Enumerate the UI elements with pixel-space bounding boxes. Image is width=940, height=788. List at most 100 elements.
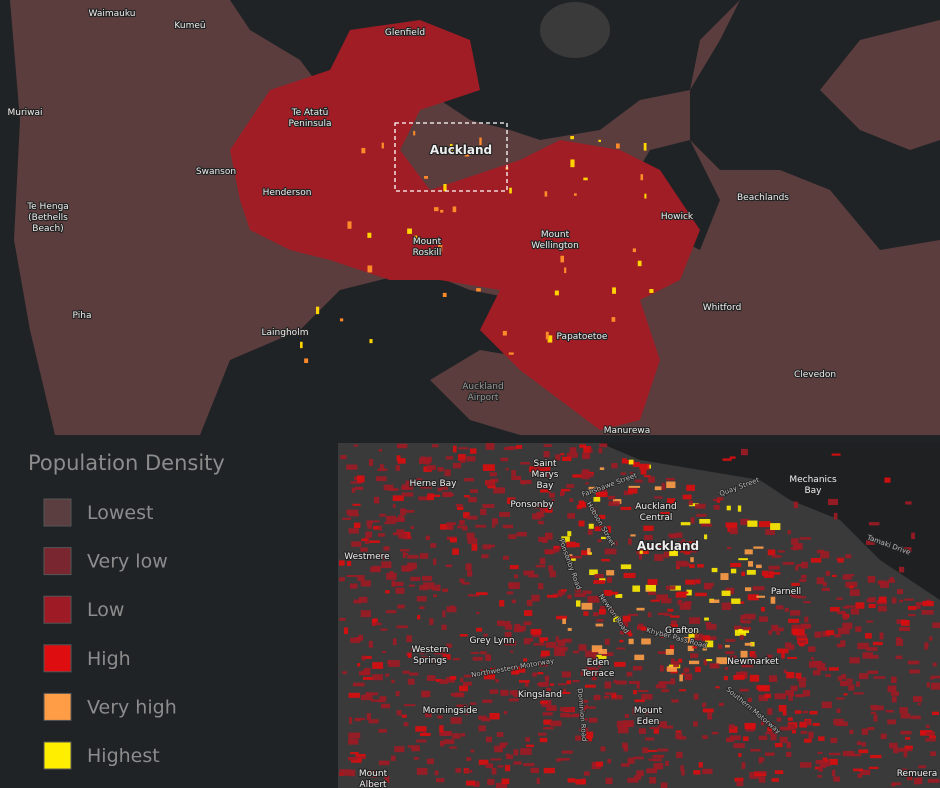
density-block <box>840 610 846 614</box>
density-block <box>357 575 365 582</box>
density-block <box>455 768 462 773</box>
density-block <box>747 594 759 601</box>
density-block <box>508 698 519 702</box>
density-block <box>551 498 555 502</box>
hotspot <box>407 228 412 234</box>
hotspot <box>424 176 428 179</box>
density-block <box>606 570 615 576</box>
density-block <box>416 739 427 743</box>
density-block <box>693 770 701 775</box>
hotspot <box>544 191 548 197</box>
density-block <box>604 692 615 696</box>
label-line: Grafton <box>665 626 699 636</box>
density-block <box>661 689 670 693</box>
density-block <box>500 689 509 696</box>
density-block <box>891 782 896 787</box>
density-block <box>608 501 620 506</box>
hotspot <box>509 187 512 194</box>
density-block <box>349 583 358 589</box>
density-block <box>509 565 519 570</box>
density-block <box>365 531 373 538</box>
density-block <box>828 667 839 671</box>
density-block <box>599 443 608 448</box>
density-block <box>668 533 680 537</box>
density-block <box>713 505 720 510</box>
place-label: Piha <box>73 311 92 321</box>
density-block <box>679 604 691 610</box>
density-block <box>462 681 472 686</box>
hotspot <box>414 235 418 243</box>
density-block <box>446 643 452 648</box>
density-block <box>543 767 555 774</box>
density-block <box>587 529 593 535</box>
label-line: Beach) <box>32 224 63 234</box>
label-line: Airport <box>468 393 499 403</box>
density-block <box>833 718 844 726</box>
density-block <box>467 594 480 597</box>
density-block <box>761 718 765 726</box>
hotspot <box>632 248 636 253</box>
density-block <box>459 578 465 583</box>
density-block <box>603 525 611 533</box>
label-line: Clevedon <box>794 370 836 380</box>
label-line: Whitford <box>703 303 742 313</box>
density-block <box>900 713 911 719</box>
density-block <box>822 757 828 763</box>
density-block <box>539 701 548 704</box>
density-block <box>687 541 697 547</box>
density-block <box>597 661 602 668</box>
density-block <box>770 733 777 741</box>
density-block <box>895 638 904 646</box>
density-hotspots <box>300 130 654 364</box>
density-block <box>702 708 714 713</box>
density-block <box>849 657 860 664</box>
density-block <box>633 689 637 695</box>
density-block <box>897 768 908 771</box>
density-block <box>726 505 731 511</box>
density-block <box>531 594 540 602</box>
density-block <box>843 574 855 577</box>
density-block <box>644 534 653 540</box>
density-block <box>456 704 468 709</box>
label-line: Kumeū <box>174 21 205 31</box>
legend-label: Highest <box>87 745 160 767</box>
density-block <box>475 524 487 528</box>
density-block <box>721 590 731 596</box>
density-block <box>504 640 517 646</box>
density-block <box>489 544 495 548</box>
density-block <box>583 611 589 616</box>
density-block <box>857 642 869 650</box>
density-block <box>891 782 902 786</box>
density-block <box>523 763 535 767</box>
density-block <box>566 541 576 548</box>
density-block <box>611 462 618 469</box>
density-block <box>650 599 660 602</box>
density-block <box>583 771 590 776</box>
density-block <box>619 639 624 643</box>
hotspot <box>413 130 416 136</box>
density-block <box>925 724 930 728</box>
density-block <box>900 730 912 735</box>
density-block <box>927 778 940 783</box>
density-block <box>390 755 396 761</box>
density-block <box>917 702 922 706</box>
density-block <box>433 558 437 565</box>
hotspot <box>479 137 482 146</box>
label-line: Newmarket <box>727 657 779 667</box>
density-block <box>891 676 897 683</box>
density-block <box>662 725 674 729</box>
density-block <box>820 551 830 559</box>
density-block <box>526 599 533 607</box>
density-block <box>716 497 724 501</box>
density-block <box>817 775 823 778</box>
density-block <box>907 605 917 611</box>
density-block <box>465 712 469 715</box>
density-block <box>381 703 391 709</box>
density-block <box>633 756 644 760</box>
density-block <box>661 482 666 490</box>
density-block <box>346 574 358 577</box>
density-block <box>879 581 890 588</box>
density-block <box>700 523 713 527</box>
density-block <box>585 650 597 658</box>
